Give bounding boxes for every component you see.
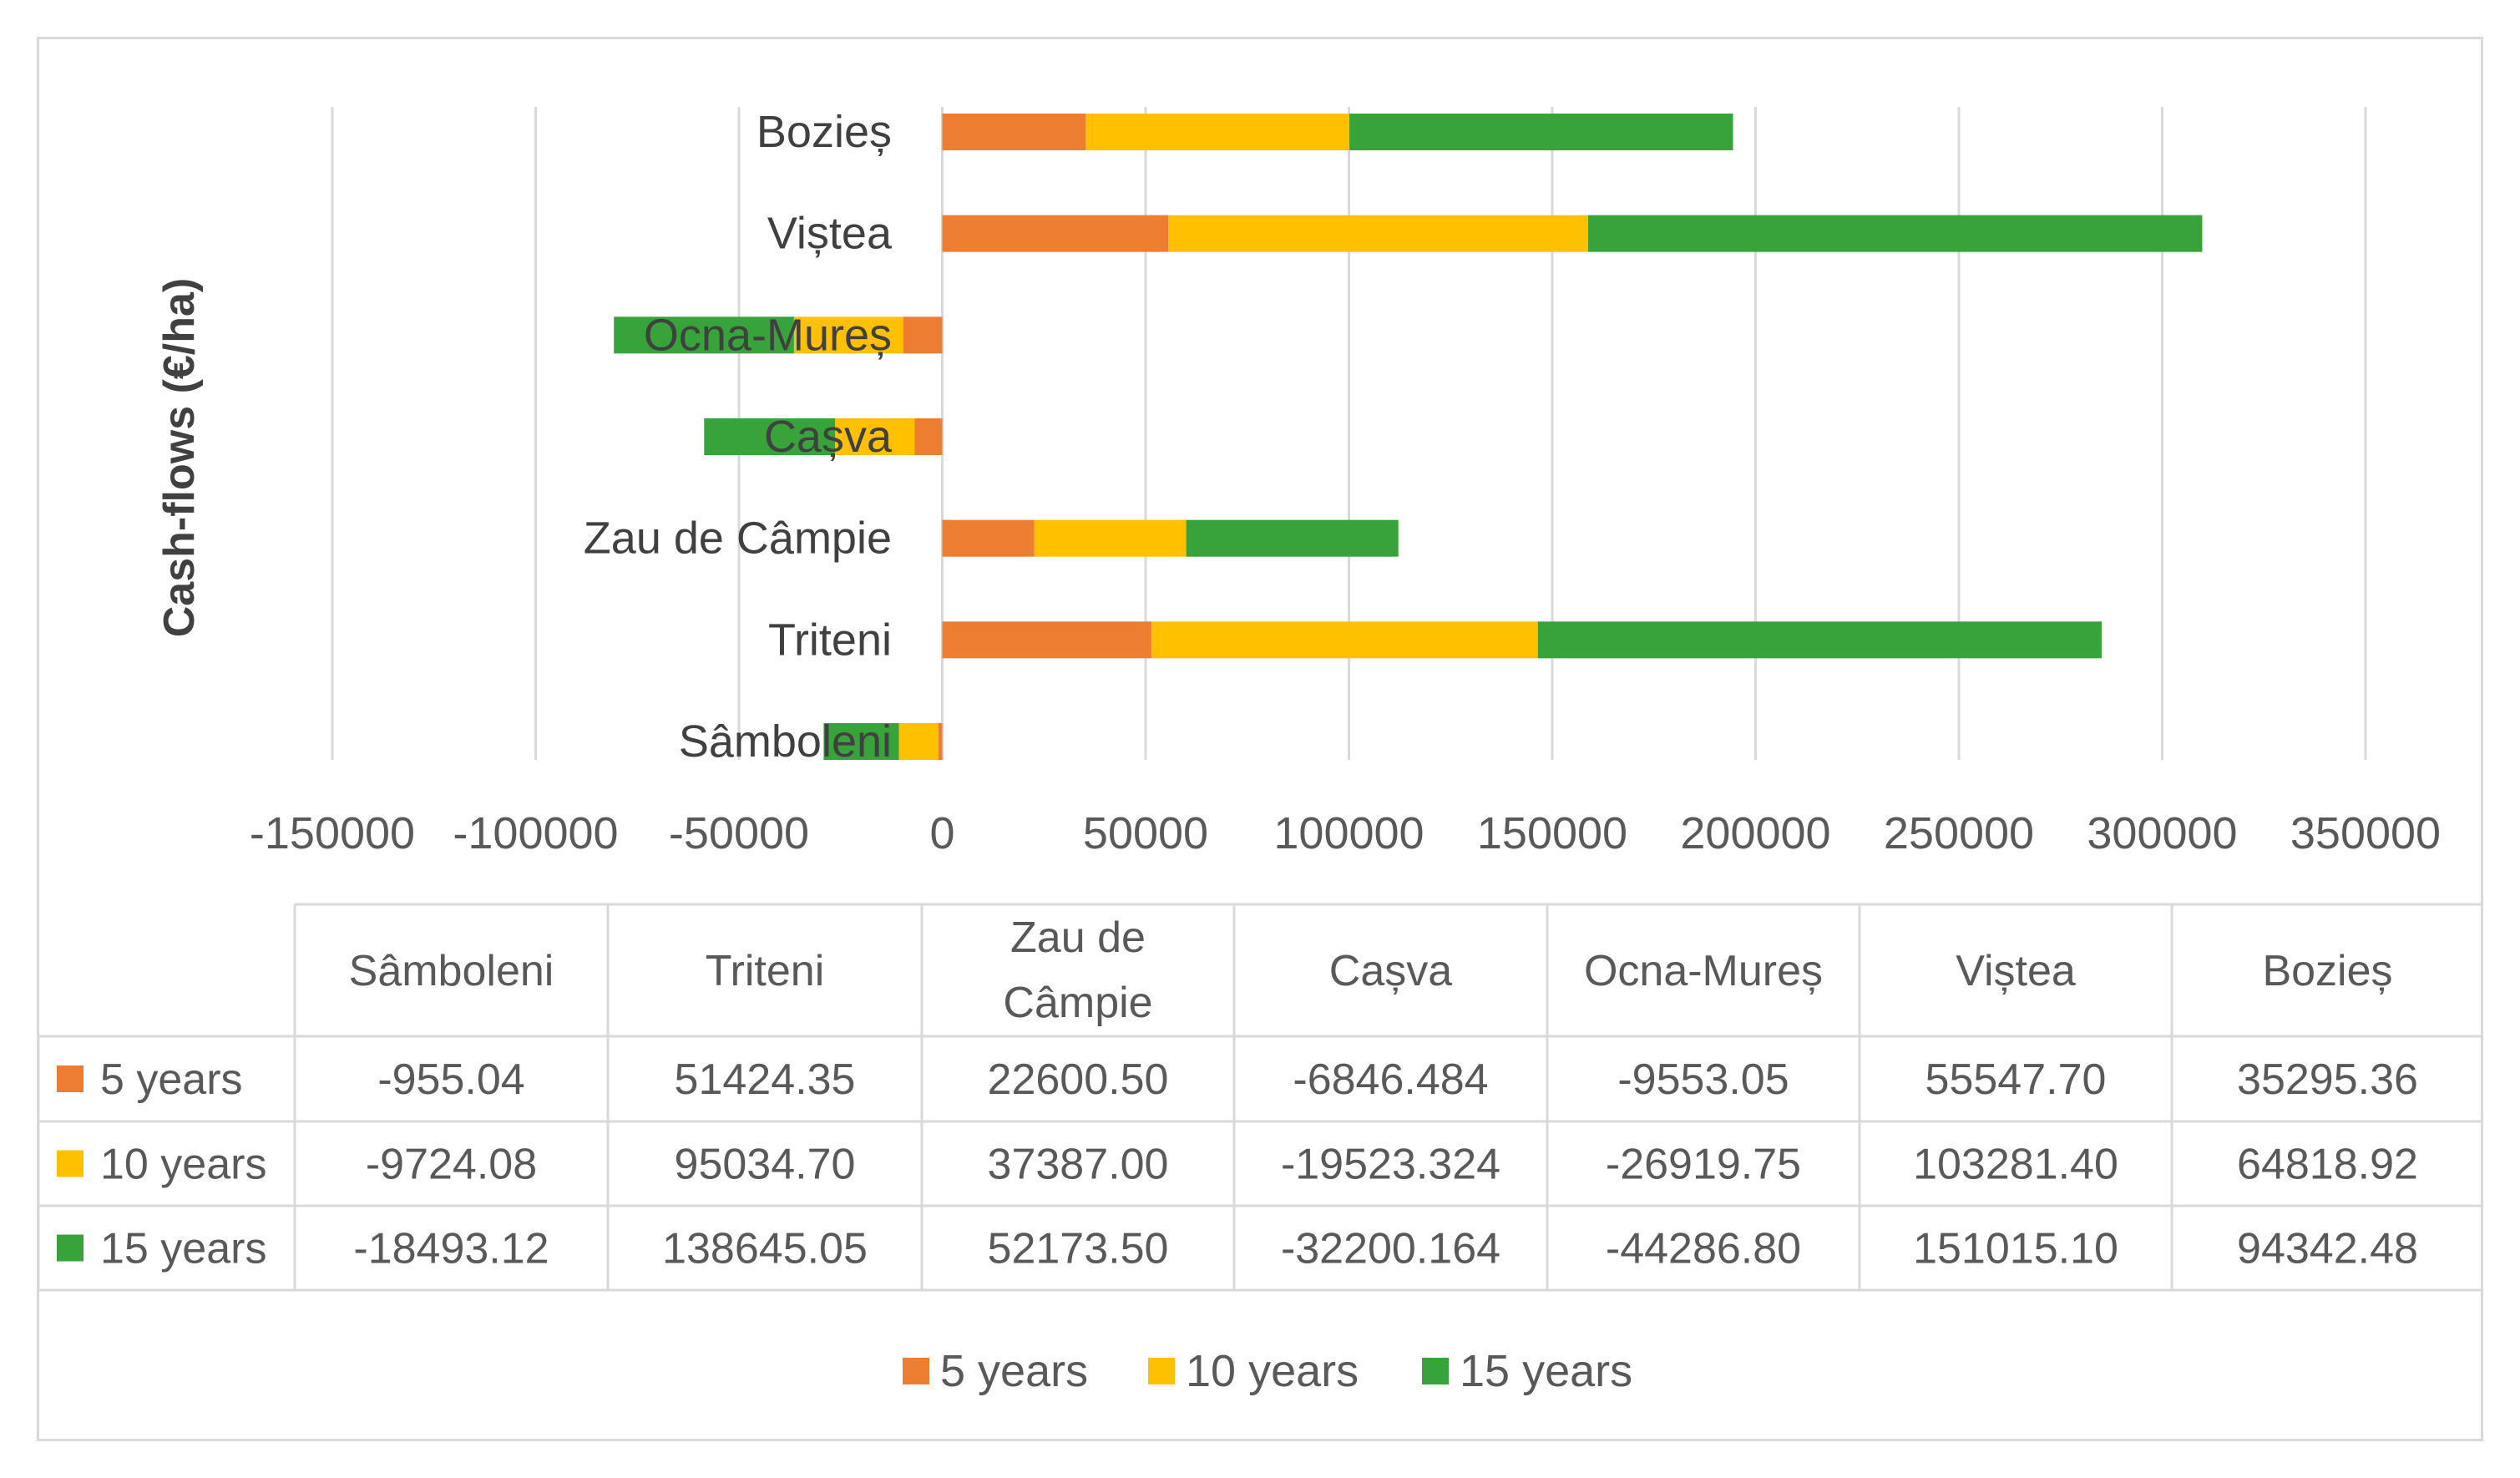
legend-swatch [903,1358,929,1384]
table-cell: -9553.05 [1617,1055,1789,1104]
bars [614,114,2203,760]
bar-segment [1537,621,2102,659]
gridlines [331,107,2367,760]
bar-segment [914,418,943,455]
table-cell: -32200.164 [1281,1225,1500,1273]
x-tick-label: -100000 [453,808,618,858]
table-cell: 94342.48 [2237,1225,2418,1273]
category-label: Viștea [767,209,893,259]
legend-swatch [1148,1358,1175,1384]
x-tick-label: 250000 [1884,808,2034,858]
x-tick-label: 200000 [1680,808,1830,858]
bar-segment [704,418,836,455]
table-cell: 22600.50 [988,1055,1169,1104]
table-cell: -19523.324 [1281,1141,1500,1189]
bar-segment [793,316,903,354]
legend: 5 years 10 years 15 years [903,1346,1632,1396]
table-cell: 64818.92 [2237,1141,2418,1189]
bar-segment [938,723,943,760]
table-header-cell: Cașva [1329,947,1452,995]
table-legend-swatch [57,1150,83,1177]
x-tick-label: 150000 [1477,808,1627,858]
category-label: Zau de Câmpie [584,514,892,564]
x-tick-label: -50000 [669,808,809,858]
bar-segment [835,418,915,455]
table-header-cell: Sâmboleni [349,947,554,995]
bar-segment [942,114,1086,150]
table-header-cell: Bozieș [2262,947,2392,995]
table-header-cell: Viștea [1956,947,2076,995]
table-header-line: Zau de [1010,914,1146,962]
legend-label: 15 years [1460,1346,1632,1396]
table-row-label: 5 years [100,1055,243,1104]
bar-segment [1085,114,1350,150]
x-tick-label: -150000 [250,808,415,858]
bar-segment [898,723,939,760]
table-cell: 103281.40 [1913,1141,2118,1189]
table-legend-swatch [57,1065,83,1092]
category-label: Bozieș [757,107,892,157]
table-header-cell: Ocna-Mureș [1584,947,1823,995]
bar-segment [903,316,943,354]
category-label: Triteni [768,615,892,665]
category-label: Sâmboleni [679,716,892,767]
bar-segment [1349,114,1733,150]
table-cell: 151015.10 [1913,1225,2118,1273]
category-label: Cașva [764,412,893,462]
category-label: Ocna-Mureș [644,310,892,360]
table-cell: -955.04 [377,1055,524,1104]
legend-swatch [1422,1358,1449,1384]
data-table: Sâmboleni Triteni Zau de Câmpie Cașva Ocna-Mu… [37,903,2483,1292]
x-tick-labels: -150000 -100000 -50000 0 50000 100000 150000 20… [250,808,2441,858]
x-tick-label: 300000 [2087,808,2237,858]
bar-segment [614,316,794,354]
bar-segment [942,621,1151,659]
table-cell: 55547.70 [1925,1055,2107,1104]
bar-segment [1151,621,1538,659]
x-tick-label: 350000 [2290,808,2441,858]
table-cell: -9724.08 [366,1141,537,1189]
table-cell: -6846.484 [1293,1055,1488,1104]
bar-segment [1587,215,2203,252]
table-row-label: 10 years [100,1141,266,1189]
table-cell: 35295.36 [2237,1055,2418,1104]
chart-frame [37,37,2483,1441]
table-cell: 52173.50 [988,1225,1169,1273]
bar-segment [1168,215,1588,252]
table-row-label: 15 years [100,1225,266,1273]
table-header-cell: Zau de Câmpie [1003,914,1152,1027]
bar-segment [1186,519,1399,557]
table-legend-swatch [57,1234,83,1262]
bar-segment [942,215,1169,252]
bar-segment [1034,519,1187,557]
table-cell: 51424.35 [675,1055,856,1104]
y-axis-label: Cash-flows (€/ha) [155,278,204,638]
category-labels: Sâmboleni Triteni Zau de Câmpie Cașva Ocna-M… [584,107,893,767]
table-cell: -44286.80 [1606,1225,1801,1273]
table-cell: -26919.75 [1606,1141,1801,1189]
x-tick-label: 0 [929,808,954,858]
table-cell: 95034.70 [675,1141,856,1189]
x-tick-label: 50000 [1083,808,1208,858]
bar-segment [823,723,899,760]
bar-segment [942,519,1035,557]
table-header-cell: Triteni [706,947,825,995]
table-cell: 138645.05 [662,1225,868,1273]
table-cell: -18493.12 [353,1225,549,1273]
table-header-line: Câmpie [1003,979,1152,1027]
legend-label: 10 years [1186,1346,1359,1396]
table-cell: 37387.00 [988,1141,1169,1189]
legend-label: 5 years [940,1346,1088,1396]
x-tick-label: 100000 [1273,808,1424,858]
